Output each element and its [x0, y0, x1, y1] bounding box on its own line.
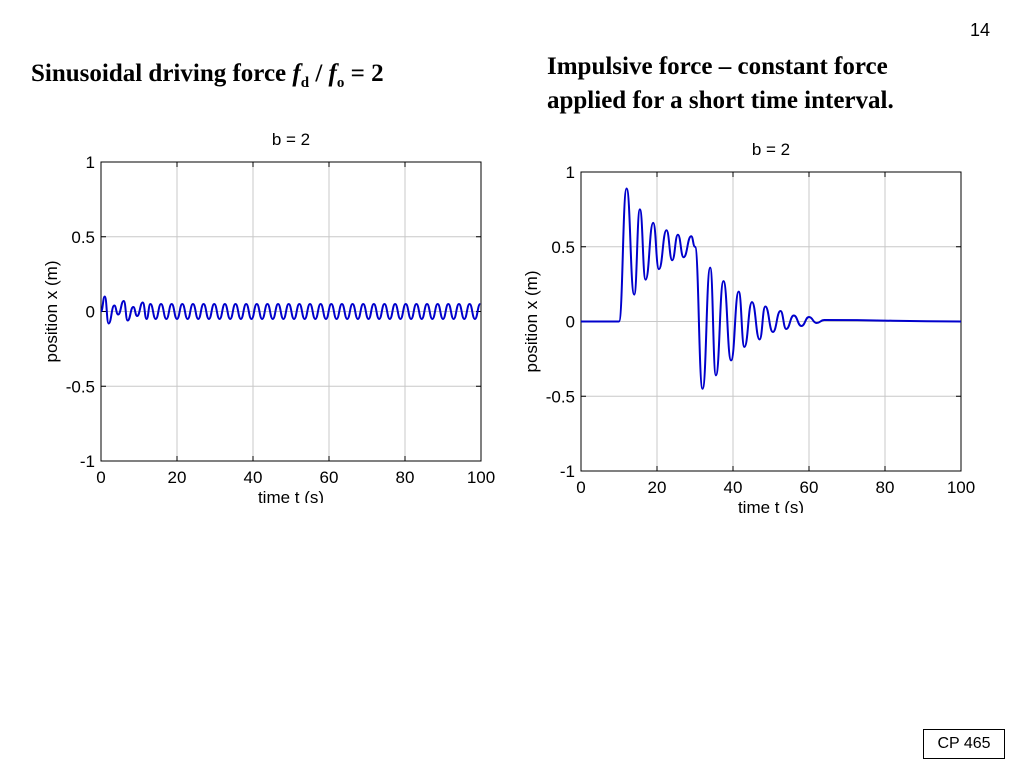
y-tick-label: 0 [566, 313, 575, 332]
x-tick-label: 100 [947, 478, 975, 497]
x-tick-label: 80 [396, 468, 415, 487]
y-tick-label: -1 [560, 462, 575, 481]
right-heading: Impulsive force – constant force applied… [547, 50, 894, 118]
footer: CP 465 [923, 729, 1005, 759]
subscript: d [300, 75, 310, 91]
y-tick-label: 1 [86, 153, 95, 172]
x-tick-label: 20 [648, 478, 667, 497]
subscript: o [336, 75, 345, 91]
chart: -1 -0.5 0 0.5 1 0 20 40 60 80 100 b = 2 time t (s) po… [42, 130, 495, 503]
slash: / [315, 60, 323, 87]
symbol: f [328, 60, 337, 87]
x-tick-label: 80 [876, 478, 895, 497]
y-tick-label: 1 [566, 163, 575, 182]
y-tick-label: -0.5 [66, 377, 95, 396]
chart-title: b = 2 [752, 140, 790, 159]
x-tick-label: 60 [800, 478, 819, 497]
x-axis-label: time t (s) [258, 488, 324, 503]
y-tick-label: -1 [80, 452, 95, 471]
chart: -1 -0.5 0 0.5 1 0 20 40 60 80 100 b = 2 time t (s) po… [522, 140, 975, 513]
heading-line: Impulsive force – constant force [547, 53, 888, 80]
heading-line: applied for a short time interval. [547, 87, 894, 114]
chart-title: b = 2 [272, 130, 310, 149]
heading-text: Sinusoidal driving force [31, 60, 287, 87]
x-tick-label: 100 [467, 468, 495, 487]
data-line [581, 187, 962, 390]
x-tick-label: 60 [320, 468, 339, 487]
y-tick-label: 0 [86, 303, 95, 322]
y-tick-label: 0.5 [71, 228, 95, 247]
y-tick-label: 0.5 [551, 238, 575, 257]
symbol: f [292, 60, 301, 87]
x-tick-label: 0 [576, 478, 585, 497]
x-axis-label: time t (s) [738, 498, 804, 513]
left-heading: Sinusoidal driving force fd / fo = 2 [31, 60, 384, 92]
x-tick-label: 0 [96, 468, 105, 487]
x-tick-label: 20 [168, 468, 187, 487]
y-tick-label: -0.5 [546, 387, 575, 406]
page-number: 14 [969, 20, 990, 40]
data-line [100, 295, 481, 325]
x-tick-label: 40 [244, 468, 263, 487]
y-axis-label: position x (m) [522, 270, 541, 372]
y-axis-label: position x (m) [42, 260, 61, 362]
heading-text: = 2 [350, 60, 384, 87]
x-tick-label: 40 [724, 478, 743, 497]
